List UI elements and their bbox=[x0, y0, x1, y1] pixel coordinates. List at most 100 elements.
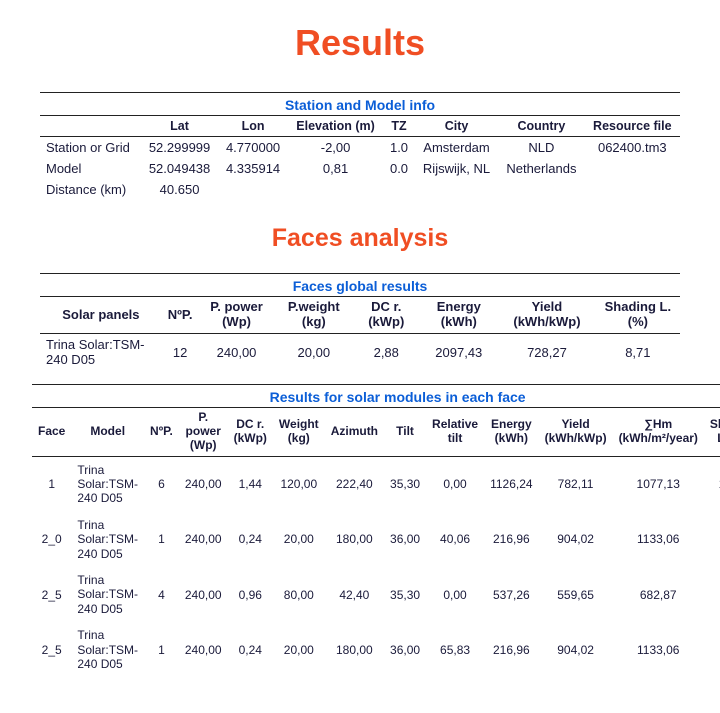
cell-yield: 904,02 bbox=[539, 622, 613, 677]
col-ppower: P. power (Wp) bbox=[179, 408, 228, 456]
cell-face: 1 bbox=[32, 456, 71, 512]
cell-model: Trina Solar:TSM-240 D05 bbox=[71, 622, 144, 677]
cell-ppower: 240,00 bbox=[179, 512, 228, 567]
col-shading: Shading L. (%) bbox=[704, 408, 720, 456]
cell: 52.049438 bbox=[141, 158, 218, 179]
cell-tilt: 35,30 bbox=[384, 456, 426, 512]
cell-yield: 559,65 bbox=[539, 567, 613, 622]
global-table-caption: Faces global results bbox=[40, 273, 680, 297]
cell-reltilt: 40,06 bbox=[426, 512, 484, 567]
cell-energy: 537,26 bbox=[484, 567, 539, 622]
cell-np: 4 bbox=[144, 567, 179, 622]
cell: 0.0 bbox=[383, 158, 415, 179]
col-face: Face bbox=[32, 408, 71, 456]
col-np: NºP. bbox=[162, 297, 199, 333]
cell-reltilt: 0,00 bbox=[426, 456, 484, 512]
cell bbox=[585, 179, 680, 200]
cell: Amsterdam bbox=[415, 137, 498, 159]
cell: 062400.tm3 bbox=[585, 137, 680, 159]
table-row: Model 52.049438 4.335914 0,81 0.0 Rijswi… bbox=[40, 158, 680, 179]
cell-energy: 216,96 bbox=[484, 512, 539, 567]
cell-ppower: 240,00 bbox=[179, 567, 228, 622]
cell-np: 1 bbox=[144, 622, 179, 677]
cell: 728,27 bbox=[498, 334, 596, 371]
cell: -2,00 bbox=[288, 137, 383, 159]
col-dcr: DC r. (kWp) bbox=[353, 297, 419, 333]
cell: 12 bbox=[162, 334, 199, 371]
faces-analysis-title: Faces analysis bbox=[32, 224, 688, 253]
cell: 2097,43 bbox=[419, 334, 498, 371]
cell-shading: 0,80 bbox=[704, 567, 720, 622]
cell-tilt: 36,00 bbox=[384, 622, 426, 677]
table-row: Station or Grid 52.299999 4.770000 -2,00… bbox=[40, 137, 680, 159]
col-energy: Energy (kWh) bbox=[419, 297, 498, 333]
cell: 1.0 bbox=[383, 137, 415, 159]
cell-shm: 1077,13 bbox=[613, 456, 704, 512]
col-reltilt: Relative tilt bbox=[426, 408, 484, 456]
cell-yield: 782,11 bbox=[539, 456, 613, 512]
col-tz: TZ bbox=[383, 116, 415, 137]
col-ppower: P. power (Wp) bbox=[199, 297, 275, 333]
cell-dcr: 0,24 bbox=[228, 512, 273, 567]
cell-tilt: 36,00 bbox=[384, 512, 426, 567]
cell: 4.770000 bbox=[218, 137, 288, 159]
faces-global-table: Faces global results Solar panels NºP. P… bbox=[40, 273, 680, 370]
cell: 2,88 bbox=[353, 334, 419, 371]
cell-np: 6 bbox=[144, 456, 179, 512]
col-azimuth: Azimuth bbox=[325, 408, 384, 456]
global-table-header-row: Solar panels NºP. P. power (Wp) P.weight… bbox=[40, 297, 680, 333]
col-model: Model bbox=[71, 408, 144, 456]
cell-model: Trina Solar:TSM-240 D05 bbox=[71, 512, 144, 567]
cell: 240,00 bbox=[199, 334, 275, 371]
row-label: Model bbox=[40, 158, 141, 179]
cell-az: 180,00 bbox=[325, 622, 384, 677]
cell: Netherlands bbox=[498, 158, 584, 179]
cell bbox=[383, 179, 415, 200]
col-dcr: DC r. (kWp) bbox=[228, 408, 273, 456]
station-model-table: Station and Model info Lat Lon Elevation… bbox=[40, 92, 680, 200]
cell-face: 2_5 bbox=[32, 567, 71, 622]
cell-dcr: 0,96 bbox=[228, 567, 273, 622]
col-elevation: Elevation (m) bbox=[288, 116, 383, 137]
col-resource: Resource file bbox=[585, 116, 680, 137]
cell-energy: 216,96 bbox=[484, 622, 539, 677]
col-shading: Shading L. (%) bbox=[596, 297, 680, 333]
cell: 4.335914 bbox=[218, 158, 288, 179]
cell-model: Trina Solar:TSM-240 D05 bbox=[71, 456, 144, 512]
cell bbox=[498, 179, 584, 200]
cell-shading: 5,03 bbox=[704, 622, 720, 677]
col-weight: Weight (kg) bbox=[273, 408, 325, 456]
cell-model: Trina Solar:TSM-240 D05 bbox=[71, 567, 144, 622]
cell-shm: 682,87 bbox=[613, 567, 704, 622]
col-pweight: P.weight (kg) bbox=[275, 297, 354, 333]
cell: 0,81 bbox=[288, 158, 383, 179]
cell bbox=[415, 179, 498, 200]
table-row: Trina Solar:TSM-240 D05 12 240,00 20,00 … bbox=[40, 334, 680, 371]
cell-az: 222,40 bbox=[325, 456, 384, 512]
cell-energy: 1126,24 bbox=[484, 456, 539, 512]
faces-table-header-row: Face Model NºP. P. power (Wp) DC r. (kWp… bbox=[32, 408, 720, 456]
cell-reltilt: 0,00 bbox=[426, 567, 484, 622]
cell-shading: 5,22 bbox=[704, 512, 720, 567]
cell: 52.299999 bbox=[141, 137, 218, 159]
faces-detail-table: Results for solar modules in each face F… bbox=[32, 384, 720, 677]
cell-reltilt: 65,83 bbox=[426, 622, 484, 677]
col-yield: Yield (kWh/kWp) bbox=[498, 297, 596, 333]
cell-weight: 120,00 bbox=[273, 456, 325, 512]
cell-az: 180,00 bbox=[325, 512, 384, 567]
table-row: 2_5Trina Solar:TSM-240 D051240,000,2420,… bbox=[32, 622, 720, 677]
cell: 20,00 bbox=[275, 334, 354, 371]
cell-az: 42,40 bbox=[325, 567, 384, 622]
col-blank bbox=[40, 116, 141, 137]
cell bbox=[218, 179, 288, 200]
cell-weight: 20,00 bbox=[273, 512, 325, 567]
cell-ppower: 240,00 bbox=[179, 622, 228, 677]
cell-shading: 13,35 bbox=[704, 456, 720, 512]
cell-shm: 1133,06 bbox=[613, 512, 704, 567]
table-row: 2_5Trina Solar:TSM-240 D054240,000,9680,… bbox=[32, 567, 720, 622]
cell: 8,71 bbox=[596, 334, 680, 371]
station-table-header-row: Lat Lon Elevation (m) TZ City Country Re… bbox=[40, 116, 680, 137]
table-row: 1Trina Solar:TSM-240 D056240,001,44120,0… bbox=[32, 456, 720, 512]
faces-table-caption: Results for solar modules in each face bbox=[32, 384, 720, 408]
col-city: City bbox=[415, 116, 498, 137]
